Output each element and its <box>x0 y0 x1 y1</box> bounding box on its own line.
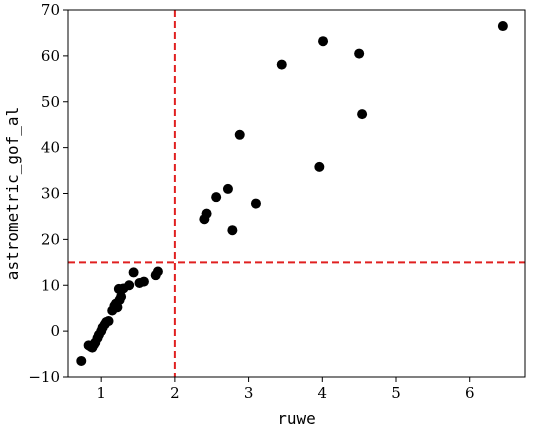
data-point <box>103 316 114 327</box>
y-tick-label: 50 <box>41 93 60 111</box>
data-point <box>354 48 365 59</box>
data-point <box>222 183 233 194</box>
data-point <box>152 266 163 277</box>
data-point <box>250 198 261 209</box>
y-tick-label: 10 <box>41 276 60 294</box>
data-point <box>314 161 325 172</box>
x-tick-label: 4 <box>318 384 328 402</box>
x-tick-label: 5 <box>391 384 401 402</box>
data-point <box>116 291 127 302</box>
x-tick-label: 1 <box>96 384 106 402</box>
data-point <box>76 355 87 366</box>
data-point <box>211 192 222 203</box>
data-point <box>357 109 368 120</box>
data-point <box>497 21 508 32</box>
data-point <box>201 208 212 219</box>
data-points <box>76 21 508 366</box>
x-axis-ticks: 1 2 3 4 5 6 <box>96 377 474 402</box>
y-tick-label: −10 <box>28 368 60 386</box>
x-tick-label: 6 <box>465 384 475 402</box>
y-tick-label: 20 <box>41 230 60 248</box>
y-axis-label: astrometric_gof_al <box>3 107 22 280</box>
y-axis-ticks: −10 0 10 20 30 40 50 60 70 <box>28 1 68 386</box>
data-point <box>138 276 149 287</box>
y-tick-label: 60 <box>41 47 60 65</box>
x-axis-label: ruwe <box>277 409 316 428</box>
data-point <box>227 225 238 236</box>
y-tick-label: 70 <box>41 1 60 19</box>
x-tick-label: 2 <box>170 384 180 402</box>
data-point <box>276 59 287 70</box>
reference-lines <box>68 10 525 377</box>
data-point <box>128 267 139 278</box>
data-point <box>234 129 245 140</box>
x-tick-label: 3 <box>244 384 254 402</box>
y-tick-label: 0 <box>50 322 60 340</box>
data-point <box>124 280 135 291</box>
data-point <box>318 36 329 47</box>
y-tick-label: 40 <box>41 139 60 157</box>
y-tick-label: 30 <box>41 185 60 203</box>
plot-frame <box>67 9 526 378</box>
